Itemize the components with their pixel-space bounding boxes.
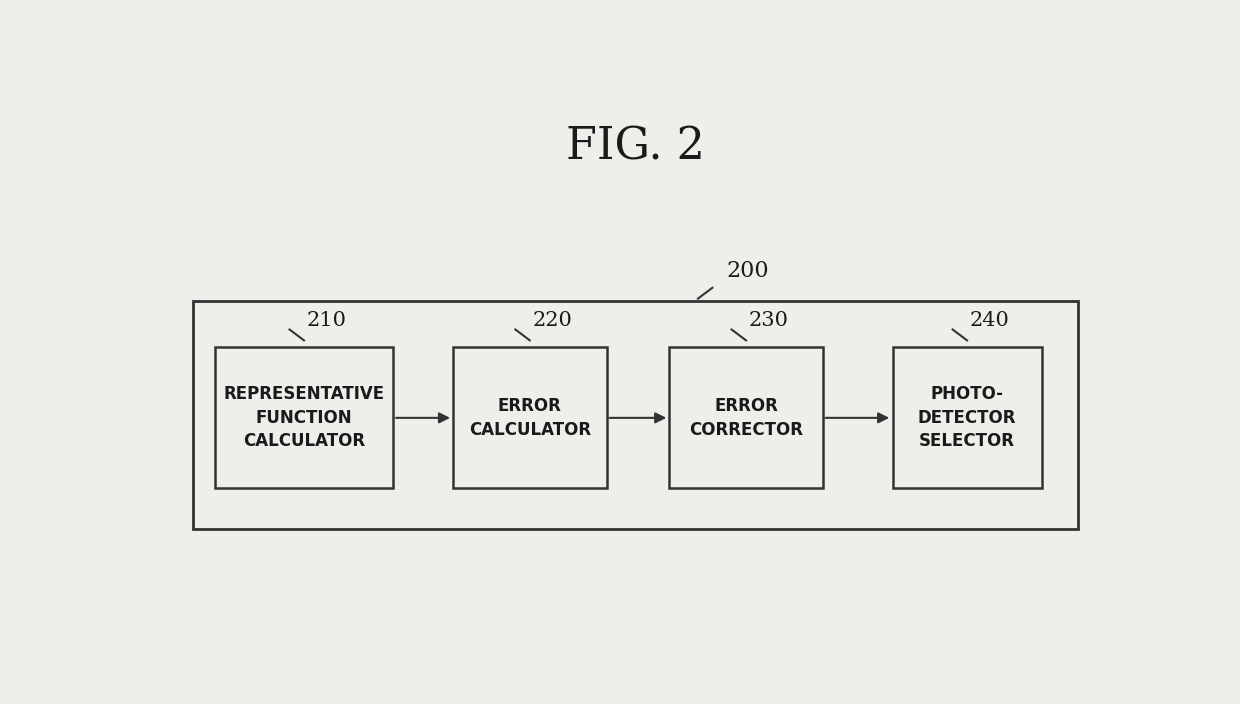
Text: FIG. 2: FIG. 2 bbox=[567, 125, 704, 168]
Text: 220: 220 bbox=[533, 310, 573, 329]
Bar bbox=[893, 347, 1042, 489]
Bar bbox=[215, 347, 393, 489]
Text: 210: 210 bbox=[306, 310, 347, 329]
Bar bbox=[193, 301, 1078, 529]
Text: ERROR
CORRECTOR: ERROR CORRECTOR bbox=[689, 397, 804, 439]
Text: REPRESENTATIVE
FUNCTION
CALCULATOR: REPRESENTATIVE FUNCTION CALCULATOR bbox=[223, 385, 384, 451]
Text: 200: 200 bbox=[727, 260, 769, 282]
Text: ERROR
CALCULATOR: ERROR CALCULATOR bbox=[469, 397, 590, 439]
Text: 230: 230 bbox=[749, 310, 789, 329]
Bar bbox=[670, 347, 823, 489]
Text: PHOTO-
DETECTOR
SELECTOR: PHOTO- DETECTOR SELECTOR bbox=[918, 385, 1017, 451]
Text: 240: 240 bbox=[970, 310, 1009, 329]
Bar bbox=[453, 347, 606, 489]
